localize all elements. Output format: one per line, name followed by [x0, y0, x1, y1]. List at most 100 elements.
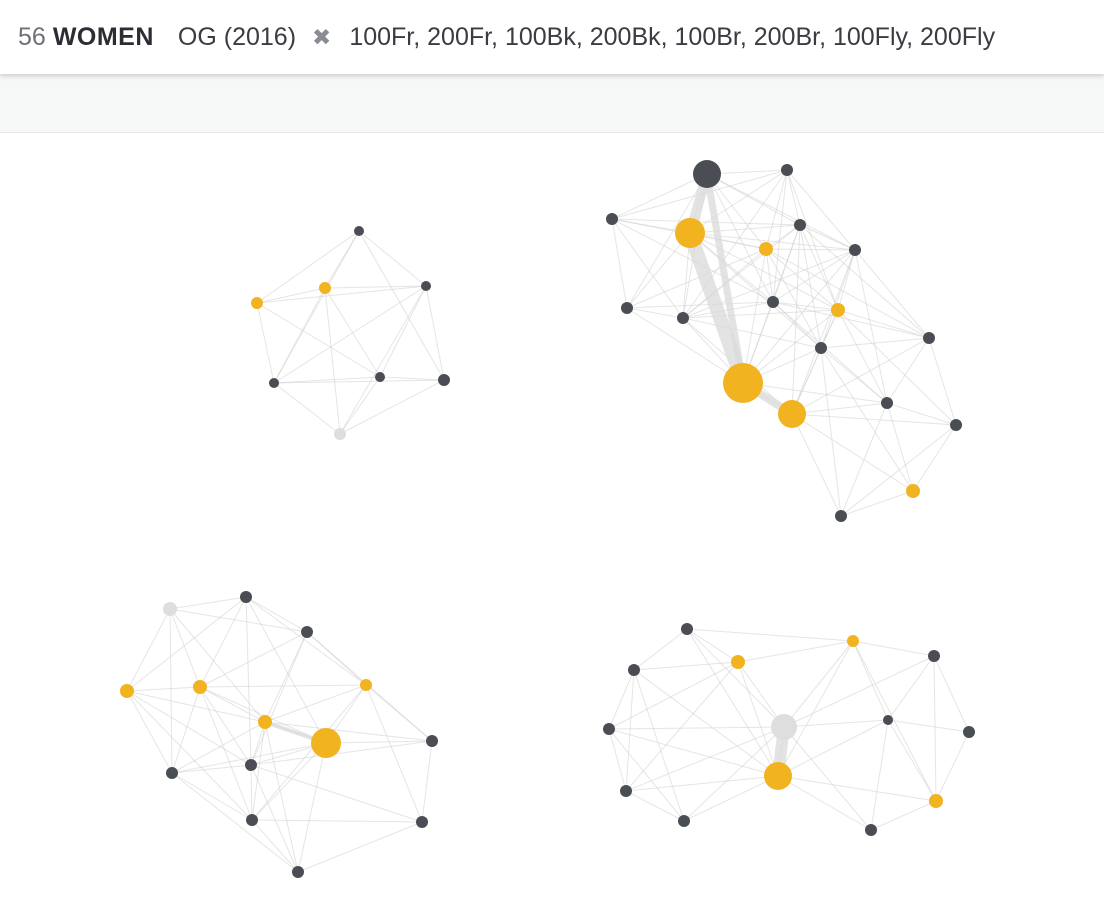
network-edge — [683, 775, 779, 822]
swimmer-node[interactable] — [620, 785, 632, 797]
swimmer-node[interactable] — [677, 312, 689, 324]
swimmer-node[interactable] — [693, 160, 721, 188]
network-edge — [379, 376, 445, 381]
swimmer-node[interactable] — [360, 679, 372, 691]
network-edge — [742, 249, 856, 384]
swimmer-node[interactable] — [311, 728, 341, 758]
cluster-3 — [120, 591, 438, 878]
network-edge — [169, 608, 266, 723]
network-edge — [611, 173, 708, 220]
network-edge — [251, 721, 266, 821]
title-bar: 56 WOMEN OG (2016) ✖ 100Fr, 200Fr, 100Bk… — [0, 0, 1104, 74]
meet-label: OG (2016) — [177, 22, 297, 51]
network-edge — [126, 690, 266, 723]
swimmer-node[interactable] — [835, 510, 847, 522]
network-edge — [887, 655, 935, 721]
swimmer-node[interactable] — [881, 397, 893, 409]
swimmer-node[interactable] — [375, 372, 385, 382]
swimmer-node[interactable] — [923, 332, 935, 344]
swimmer-node[interactable] — [678, 815, 690, 827]
swimmer-node[interactable] — [778, 400, 806, 428]
swimmer-node[interactable] — [354, 226, 364, 236]
swimmer-node[interactable] — [731, 655, 745, 669]
swimmer-node[interactable] — [781, 164, 793, 176]
network-edge — [199, 686, 266, 723]
swimmer-node[interactable] — [251, 297, 263, 309]
network-edge — [887, 719, 937, 802]
network-edge — [626, 248, 767, 309]
swimmer-node[interactable] — [319, 282, 331, 294]
network-edge — [250, 631, 308, 766]
network-edge — [608, 726, 785, 730]
network-edge — [772, 301, 839, 311]
network-edge — [626, 232, 691, 309]
network-edge — [626, 301, 774, 309]
swimmer-node[interactable] — [865, 824, 877, 836]
network-edge — [608, 728, 779, 777]
swimmer-node[interactable] — [166, 767, 178, 779]
swimmer-node[interactable] — [163, 602, 177, 616]
swimmer-node[interactable] — [847, 635, 859, 647]
swimmer-node[interactable] — [334, 428, 346, 440]
swimmer-node[interactable] — [928, 650, 940, 662]
swimmer-node[interactable] — [831, 303, 845, 317]
swimmer-node[interactable] — [621, 302, 633, 314]
swimmer-node[interactable] — [246, 814, 258, 826]
swimmer-node[interactable] — [767, 296, 779, 308]
network-edge — [689, 224, 801, 234]
network-edge — [689, 232, 822, 349]
network-edge — [425, 285, 445, 381]
network-edge — [737, 661, 785, 728]
swimmer-node[interactable] — [606, 213, 618, 225]
swimmer-node[interactable] — [421, 281, 431, 291]
network-edge — [783, 640, 854, 728]
network-edge — [786, 169, 839, 311]
swimmer-node[interactable] — [849, 244, 861, 256]
swimmer-node[interactable] — [301, 626, 313, 638]
swimmer-node[interactable] — [681, 623, 693, 635]
network-edge — [256, 287, 326, 304]
swimmer-node[interactable] — [906, 484, 920, 498]
swimmer-node[interactable] — [240, 591, 252, 603]
swimmer-node[interactable] — [193, 680, 207, 694]
swimmer-node[interactable] — [258, 715, 272, 729]
swimmer-node[interactable] — [628, 664, 640, 676]
network-edge — [786, 169, 856, 251]
network-edge — [199, 686, 252, 766]
swimmer-node[interactable] — [416, 816, 428, 828]
swimmer-node[interactable] — [269, 378, 279, 388]
swimmer-node[interactable] — [963, 726, 975, 738]
swimmer-node[interactable] — [815, 342, 827, 354]
network-edge — [250, 764, 423, 823]
network-edge — [633, 669, 779, 777]
swimmer-node[interactable] — [929, 794, 943, 808]
network-edge — [245, 596, 367, 686]
swimmer-node[interactable] — [675, 218, 705, 248]
swimmer-node[interactable] — [120, 684, 134, 698]
network-edge — [772, 249, 856, 303]
network-edge — [633, 628, 688, 671]
swimmer-node[interactable] — [883, 715, 893, 725]
swimmer-node[interactable] — [950, 419, 962, 431]
close-icon[interactable]: ✖ — [312, 23, 332, 50]
network-edge — [791, 413, 842, 517]
network-edge — [765, 248, 774, 303]
swimmer-node[interactable] — [759, 242, 773, 256]
network-edge — [765, 248, 930, 339]
cluster-4 — [603, 623, 975, 836]
swimmer-node[interactable] — [723, 363, 763, 403]
network-edge — [791, 413, 957, 426]
swimmer-node[interactable] — [426, 735, 438, 747]
swimmer-node[interactable] — [771, 714, 797, 740]
swimmer-node[interactable] — [764, 762, 792, 790]
network-edge — [169, 608, 173, 774]
network-edge — [706, 173, 856, 251]
swimmer-node[interactable] — [794, 219, 806, 231]
network-edge — [608, 728, 685, 822]
swimmer-node[interactable] — [603, 723, 615, 735]
network-edge — [325, 740, 433, 744]
network-edge — [339, 376, 381, 435]
swimmer-node[interactable] — [245, 759, 257, 771]
swimmer-node[interactable] — [438, 374, 450, 386]
swimmer-node[interactable] — [292, 866, 304, 878]
